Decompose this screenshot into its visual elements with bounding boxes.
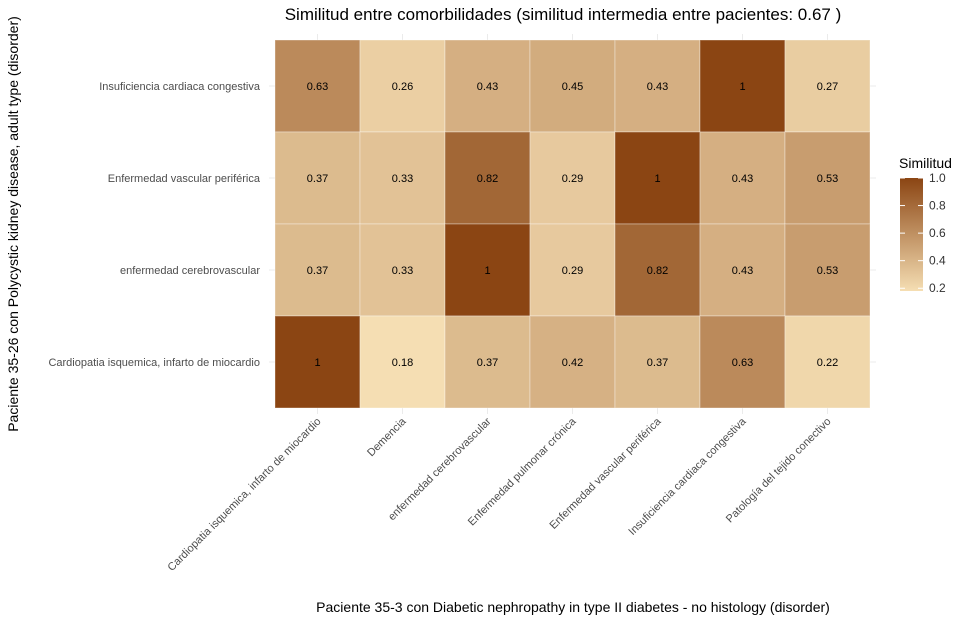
cell-value-label: 0.37 — [477, 357, 498, 369]
cell-value-label: 0.63 — [307, 81, 328, 93]
x-tick-label: Demencia — [365, 415, 409, 459]
heatmap-cell — [529, 39, 616, 133]
y-tick-label: Enfermedad vascular periférica — [108, 173, 261, 185]
heatmap-cell — [784, 131, 871, 225]
cell-value-label: 1 — [314, 357, 320, 369]
cell-value-label: 0.82 — [647, 265, 668, 277]
heatmap-cell — [274, 223, 361, 317]
heatmap-cell — [614, 131, 701, 225]
cell-value-label: 0.43 — [732, 173, 753, 185]
heatmap-cell — [444, 223, 531, 317]
legend-tick-label: 0.8 — [929, 199, 946, 213]
color-legend: Similitud 1.0 0.8 0.6 0.4 0.2 — [899, 155, 952, 295]
heatmap-cell — [784, 315, 871, 409]
y-tick-label: Insuficiencia cardiaca congestiva — [99, 81, 261, 93]
cell-value-label: 0.27 — [817, 81, 838, 93]
cell-value-label: 0.43 — [477, 81, 498, 93]
cell-value-label: 0.33 — [392, 265, 413, 277]
heatmap-cell — [359, 315, 446, 409]
legend-tick-label: 1.0 — [929, 171, 946, 185]
cell-value-label: 0.22 — [817, 357, 838, 369]
heatmap-cell — [529, 223, 616, 317]
y-tick-label: Cardiopatia isquemica, infarto de miocar… — [48, 357, 260, 369]
heatmap-cell — [699, 223, 786, 317]
heatmap-cell — [359, 39, 446, 133]
cell-value-label: 0.53 — [817, 265, 838, 277]
heatmap-cell — [444, 39, 531, 133]
cell-value-label: 0.37 — [307, 173, 328, 185]
heatmap-cell — [784, 223, 871, 317]
cell-value-label: 1 — [739, 81, 745, 93]
cell-value-label: 0.43 — [732, 265, 753, 277]
legend-tick-label: 0.2 — [929, 281, 946, 295]
cell-value-label: 0.37 — [647, 357, 668, 369]
cell-value-label: 0.29 — [562, 265, 583, 277]
heatmap-cell — [529, 131, 616, 225]
cell-value-label: 0.45 — [562, 81, 583, 93]
heatmap-cell — [784, 39, 871, 133]
cell-value-label: 0.53 — [817, 173, 838, 185]
cell-value-label: 0.37 — [307, 265, 328, 277]
legend-tick-label: 0.4 — [929, 254, 946, 268]
cell-value-label: 0.29 — [562, 173, 583, 185]
heatmap-cell — [529, 315, 616, 409]
cell-value-label: 1 — [654, 173, 660, 185]
legend-title: Similitud — [899, 155, 952, 171]
cell-value-label: 0.33 — [392, 173, 413, 185]
heatmap-cell — [359, 131, 446, 225]
x-axis-title: Paciente 35-3 con Diabetic nephropathy i… — [316, 599, 830, 615]
chart-title: Similitud entre comorbilidades (similitu… — [285, 5, 842, 24]
cell-value-label: 0.43 — [647, 81, 668, 93]
heatmap-cell — [699, 39, 786, 133]
heatmap-cell — [444, 315, 531, 409]
heatmap-cell — [274, 315, 361, 409]
cell-value-label: 0.42 — [562, 357, 583, 369]
x-tick-label: Cardiopatia isquemica, infarto de miocar… — [166, 416, 324, 574]
cell-value-label: 0.26 — [392, 81, 413, 93]
heatmap-cell — [614, 39, 701, 133]
heatmap-cell — [699, 131, 786, 225]
heatmap-cell — [359, 223, 446, 317]
heatmap-cell — [614, 223, 701, 317]
cell-value-label: 0.18 — [392, 357, 413, 369]
heatmap-cell — [699, 315, 786, 409]
heatmap-cell — [614, 315, 701, 409]
cell-value-label: 0.63 — [732, 357, 753, 369]
legend-tick-label: 0.6 — [929, 226, 946, 240]
y-axis-title: Paciente 35-26 con Polycystic kidney dis… — [5, 16, 21, 432]
heatmap-cell — [274, 39, 361, 133]
cell-value-label: 0.82 — [477, 173, 498, 185]
legend-colorbar — [900, 178, 923, 291]
cell-value-label: 1 — [484, 265, 490, 277]
heatmap-cell — [444, 131, 531, 225]
y-tick-label: enfermedad cerebrovascular — [120, 265, 260, 277]
